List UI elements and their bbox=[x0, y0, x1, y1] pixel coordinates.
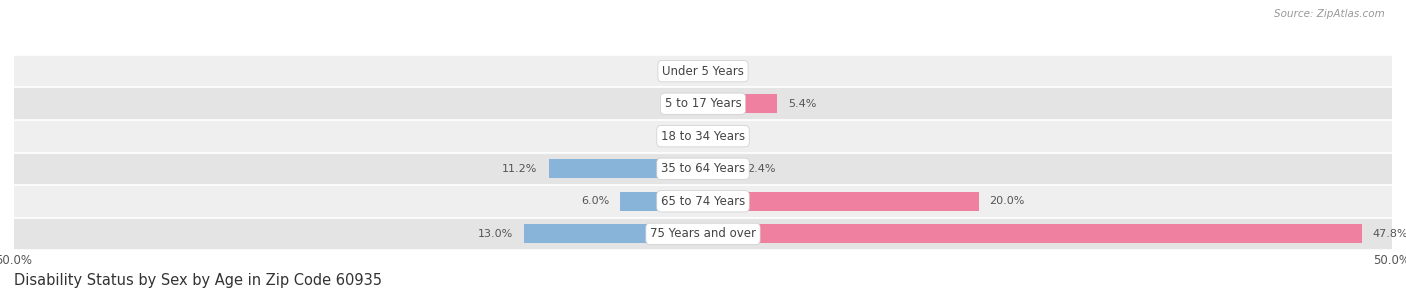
Bar bbox=[703, 192, 979, 211]
Text: 13.0%: 13.0% bbox=[478, 229, 513, 239]
Text: 2.4%: 2.4% bbox=[747, 164, 776, 174]
Text: 65 to 74 Years: 65 to 74 Years bbox=[661, 195, 745, 208]
Text: Under 5 Years: Under 5 Years bbox=[662, 65, 744, 78]
Bar bbox=[703, 94, 778, 113]
Text: 6.0%: 6.0% bbox=[581, 196, 609, 206]
Text: Source: ZipAtlas.com: Source: ZipAtlas.com bbox=[1274, 9, 1385, 19]
Text: 75 Years and over: 75 Years and over bbox=[650, 227, 756, 240]
Text: 0.0%: 0.0% bbox=[714, 131, 742, 141]
Bar bbox=[524, 224, 703, 243]
Bar bbox=[703, 159, 737, 178]
Bar bbox=[14, 120, 1392, 152]
Text: 5 to 17 Years: 5 to 17 Years bbox=[665, 97, 741, 110]
Text: 20.0%: 20.0% bbox=[990, 196, 1025, 206]
Text: 5.4%: 5.4% bbox=[789, 99, 817, 109]
Bar bbox=[14, 55, 1392, 88]
Text: 0.0%: 0.0% bbox=[664, 99, 692, 109]
Bar bbox=[620, 192, 703, 211]
Text: 35 to 64 Years: 35 to 64 Years bbox=[661, 162, 745, 175]
Bar bbox=[548, 159, 703, 178]
Text: 0.0%: 0.0% bbox=[664, 66, 692, 76]
Bar bbox=[14, 152, 1392, 185]
Bar bbox=[703, 224, 1361, 243]
Text: 18 to 34 Years: 18 to 34 Years bbox=[661, 130, 745, 143]
Text: 47.8%: 47.8% bbox=[1372, 229, 1406, 239]
Bar bbox=[14, 185, 1392, 217]
Bar bbox=[14, 217, 1392, 250]
Text: 11.2%: 11.2% bbox=[502, 164, 537, 174]
Bar bbox=[14, 88, 1392, 120]
Text: Disability Status by Sex by Age in Zip Code 60935: Disability Status by Sex by Age in Zip C… bbox=[14, 272, 382, 288]
Text: 0.0%: 0.0% bbox=[714, 66, 742, 76]
Text: 0.0%: 0.0% bbox=[664, 131, 692, 141]
